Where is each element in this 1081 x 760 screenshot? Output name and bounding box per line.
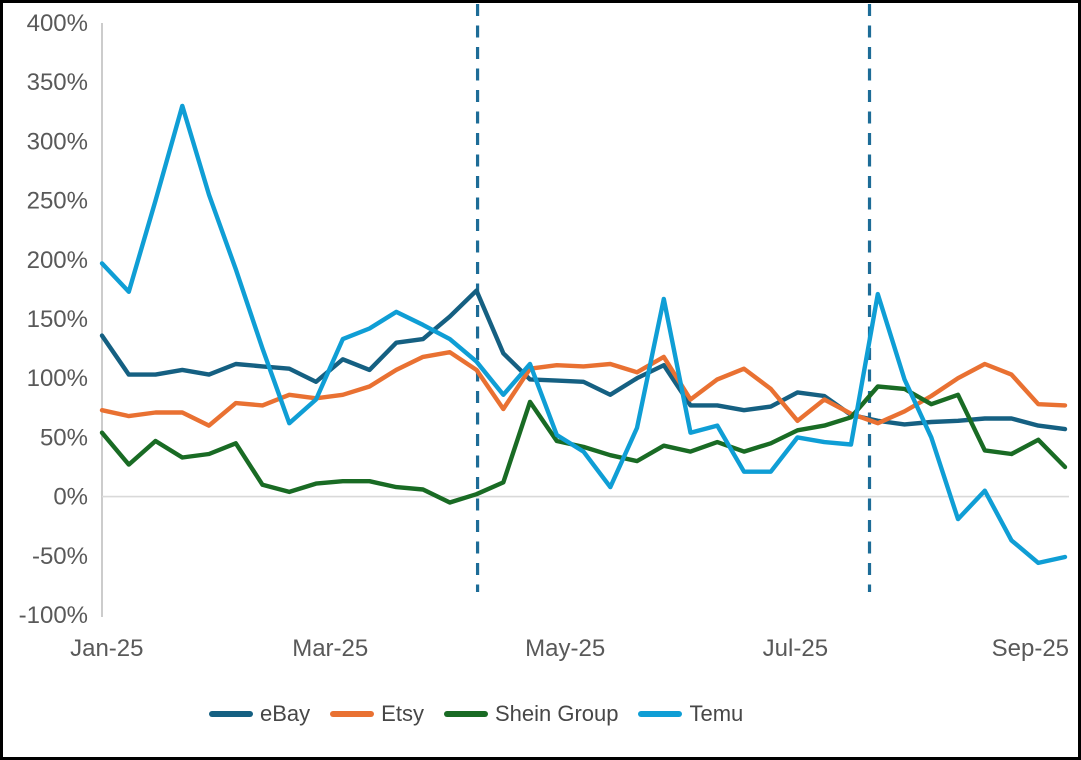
- y-tick-label: 150%: [27, 306, 88, 333]
- data-series-layer: [99, 103, 1068, 566]
- x-tick-label: May-25: [525, 635, 605, 662]
- y-tick-label: 300%: [27, 128, 88, 155]
- legend-swatch-temu: [638, 711, 683, 717]
- annotation-vlines-layer: [475, 4, 872, 592]
- y-tick-label: 0%: [53, 484, 88, 511]
- x-tick-label: Jan-25: [70, 635, 143, 662]
- series-line-shein-group: [99, 384, 1068, 505]
- y-tick-label: 100%: [27, 365, 88, 392]
- series-line-temu: [99, 103, 1068, 566]
- y-tick-label: 400%: [27, 10, 88, 37]
- x-axis-labels: Jan-25 Mar-25 May-25 Jul-25 Sep-25: [70, 635, 1069, 662]
- legend-swatch-shein-group: [443, 711, 488, 717]
- x-tick-label: Sep-25: [992, 635, 1069, 662]
- x-tick-label: Mar-25: [292, 635, 368, 662]
- y-tick-label: 250%: [27, 188, 88, 215]
- series-line-etsy: [99, 350, 1068, 428]
- legend-item-ebay: eBay: [209, 703, 310, 725]
- legend-swatch-ebay: [209, 711, 253, 717]
- legend-label: Etsy: [381, 701, 424, 726]
- y-tick-label: -50%: [32, 543, 88, 570]
- legend-label: eBay: [260, 701, 311, 726]
- legend-label: Temu: [689, 701, 744, 726]
- y-tick-label: 200%: [27, 247, 88, 274]
- legend-item-shein-group: Shein Group: [443, 701, 619, 726]
- x-tick-label: Jul-25: [763, 635, 828, 662]
- gridlines-layer: [101, 23, 1069, 617]
- chart-legend: eBay Etsy Shein Group Temu: [209, 703, 743, 725]
- legend-swatch-etsy: [330, 711, 375, 717]
- y-axis-labels: 400% 350% 300% 250% 200% 150% 100% 50% 0% -50% -10…: [19, 10, 88, 629]
- legend-item-etsy: Etsy: [330, 703, 424, 725]
- line-chart: 400% 350% 300% 250% 200% 150% 100% 50% 0% -50% -10…: [19, 4, 1069, 662]
- series-line-ebay: [99, 288, 1068, 432]
- legend-item-temu: Temu: [638, 703, 743, 725]
- y-tick-label: 350%: [27, 69, 88, 96]
- y-tick-label: 50%: [40, 424, 88, 451]
- y-tick-label: -100%: [19, 602, 88, 629]
- legend-label: Shein Group: [494, 701, 619, 726]
